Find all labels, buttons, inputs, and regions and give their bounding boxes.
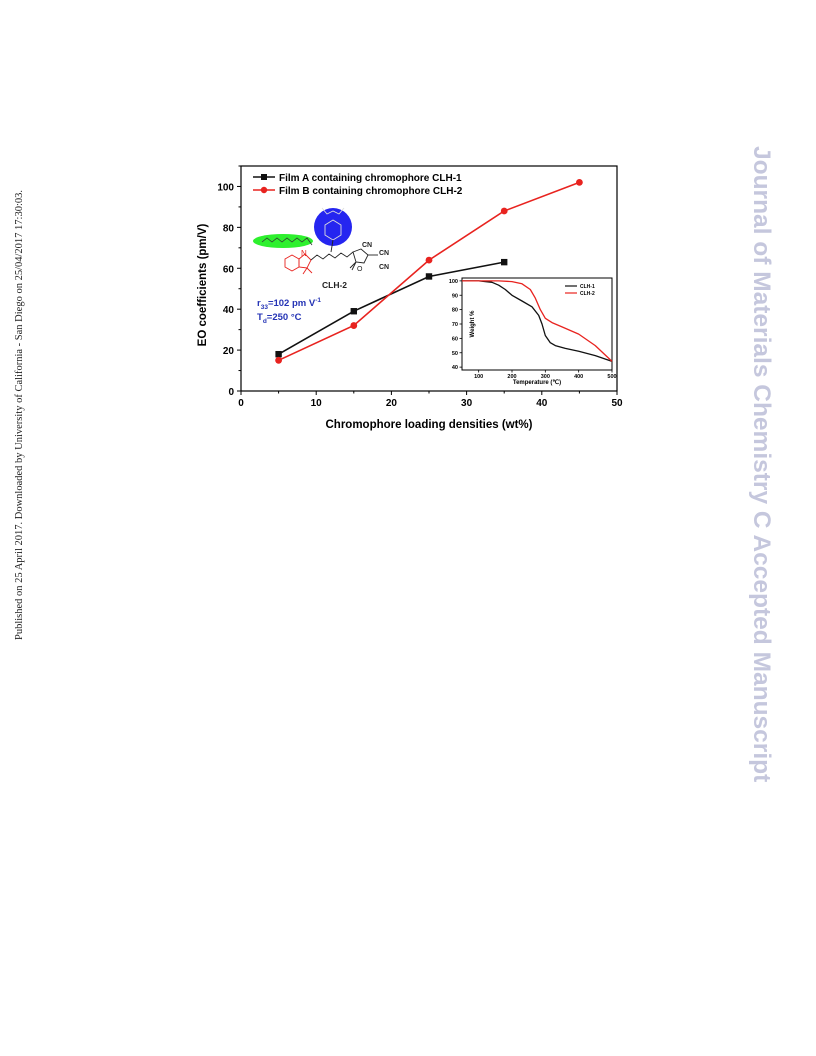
cn-label-3: CN <box>379 264 389 271</box>
blue-circle <box>314 208 352 246</box>
legend-label-b: Film B containing chromophore CLH-2 <box>279 186 463 197</box>
y-axis-ticks: 0 20 40 60 80 100 <box>217 165 241 398</box>
inset-x-title: Temperature (℃) <box>513 379 561 386</box>
legend: Film A containing chromophore CLH-1 Film… <box>253 173 463 197</box>
y-tick-label: 0 <box>228 387 234 398</box>
data-point-film-b <box>425 256 433 264</box>
inset-curve-clh-2 <box>462 280 613 362</box>
inset-y-title: Weight % <box>470 310 476 338</box>
oxygen-label: O <box>357 266 363 273</box>
legend-marker-b <box>260 186 268 194</box>
y-axis-title: EO coefficients (pm/V) <box>197 223 209 346</box>
data-point-film-a <box>425 273 433 280</box>
inset-curve-clh-1 <box>462 280 613 363</box>
inset-legend-label-2: CLH-2 <box>580 291 595 297</box>
data-point-film-a <box>275 350 282 358</box>
data-point-film-a <box>350 308 357 315</box>
inset-legend: CLH-1 CLH-2 <box>565 284 595 297</box>
inset-legend-label-1: CLH-1 <box>580 284 595 290</box>
inset-y-tick-label: 50 <box>452 351 458 357</box>
inset-y-tick-label: 60 <box>452 336 458 342</box>
inset-y-tick-label: 40 <box>452 365 458 371</box>
data-point-film-b <box>576 178 583 186</box>
inset-x-tick-label: 300 <box>541 374 550 380</box>
r33-annotation: r33=102 pm V-1 <box>257 297 321 311</box>
data-point-film-b <box>275 356 282 364</box>
x-tick-label: 10 <box>311 398 323 409</box>
bridge-link <box>330 239 334 253</box>
indole-benzene <box>284 254 300 272</box>
x-tick-label: 50 <box>611 398 623 409</box>
data-point-film-b <box>500 207 508 215</box>
inset-y-tick-label: 70 <box>452 322 458 328</box>
inset-y-ticks: 40 50 60 70 80 90 100 <box>449 279 462 371</box>
nitrogen-label: N <box>301 249 307 258</box>
furan-methyl-2 <box>351 261 357 271</box>
inset-x-ticks: 100 200 300 400 500 <box>474 370 617 380</box>
x-axis-title: Chromophore loading densities (wt%) <box>325 419 532 431</box>
gem-dimethyl-2 <box>302 267 308 275</box>
inset-frame <box>461 277 613 371</box>
inset-x-tick-label: 500 <box>607 374 616 380</box>
cn-label-1: CN <box>362 242 372 249</box>
inset-y-tick-label: 80 <box>452 308 458 314</box>
furan-ring <box>352 248 369 264</box>
molecule-label: CLH-2 <box>322 280 347 290</box>
y-tick-label: 20 <box>223 346 235 357</box>
x-axis-ticks: 0 10 20 30 40 50 <box>238 391 623 409</box>
data-point-film-a <box>501 258 508 266</box>
x-tick-label: 0 <box>238 398 244 409</box>
tga-inset: 100 200 300 400 500 40 50 60 70 80 90 100 Temperat… <box>449 277 617 386</box>
y-tick-label: 40 <box>223 305 235 316</box>
x-tick-label: 20 <box>386 398 398 409</box>
gem-dimethyl-1 <box>306 267 313 274</box>
main-series <box>275 178 583 364</box>
polyene-bridge <box>310 251 354 261</box>
amine-arms <box>321 207 345 215</box>
inset-series <box>462 280 613 363</box>
y-tick-label: 100 <box>217 182 234 193</box>
y-tick-label: 60 <box>223 264 235 275</box>
legend-marker-a <box>261 174 267 180</box>
y-tick-label: 80 <box>223 223 235 234</box>
data-point-film-b <box>350 322 358 329</box>
alkyl-chain <box>261 237 313 246</box>
inset-y-tick-label: 90 <box>452 293 458 299</box>
inset-x-tick-label: 400 <box>574 374 583 380</box>
x-tick-label: 30 <box>461 398 473 409</box>
inset-y-tick-label: 100 <box>449 279 458 285</box>
td-annotation: Td=250 °C <box>257 312 302 325</box>
x-tick-label: 40 <box>536 398 548 409</box>
legend-label-a: Film A containing chromophore CLH-1 <box>279 173 462 184</box>
inset-x-tick-label: 200 <box>507 374 516 380</box>
cn-label-2: CN <box>379 250 389 257</box>
chromophore-structure: N O CN CN CN CLH-2 <box>253 207 389 290</box>
indole-pyrrole <box>298 253 312 269</box>
inset-x-tick-label: 100 <box>474 374 483 380</box>
